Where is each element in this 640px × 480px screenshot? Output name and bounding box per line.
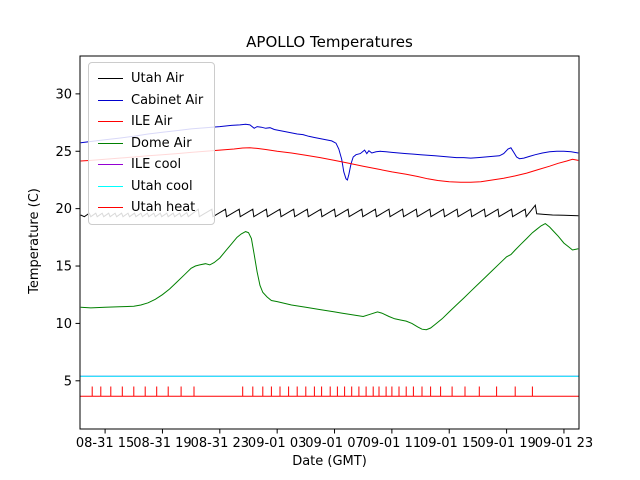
x-tick-label: 09-01 15	[420, 436, 478, 451]
legend-item-dome-air: Dome Air	[98, 133, 203, 155]
y-tick-label: 15	[55, 260, 72, 275]
legend-swatch-utah-air	[98, 78, 123, 80]
legend-label: Utah cool	[131, 178, 193, 194]
legend-label: ILE cool	[131, 157, 182, 173]
x-tick-label: 08-31 19	[133, 436, 191, 451]
x-tick-label: 09-01 11	[363, 436, 421, 451]
x-tick-label: 09-01 19	[477, 436, 535, 451]
legend-label: Utah Air	[131, 71, 184, 87]
legend-item-utah-heat: Utah heat	[98, 197, 203, 219]
chart-title: APOLLO Temperatures	[246, 33, 413, 51]
x-tick-label: 09-01 23	[535, 436, 593, 451]
legend-label: Cabinet Air	[131, 92, 204, 108]
legend-swatch-utah-heat	[98, 207, 123, 209]
y-tick-label: 30	[55, 87, 72, 102]
series-cabinet-air-line	[80, 123, 579, 181]
y-tick-label: 20	[55, 202, 72, 217]
y-tick-label: 5	[64, 374, 72, 389]
y-tick-label: 25	[55, 145, 72, 160]
x-tick-label: 08-31 23	[191, 436, 249, 451]
legend-label: Dome Air	[131, 135, 192, 151]
legend-swatch-ile-cool	[98, 164, 123, 166]
legend-item-utah-cool: Utah cool	[98, 176, 203, 198]
series-utah-heat-line	[80, 386, 579, 397]
legend-item-utah-air: Utah Air	[98, 68, 203, 90]
legend-swatch-dome-air	[98, 142, 123, 144]
legend-swatch-ile-air	[98, 121, 123, 123]
legend-item-cabinet-air: Cabinet Air	[98, 90, 203, 112]
legend-label: ILE Air	[131, 114, 173, 130]
x-axis-label: Date (GMT)	[292, 454, 367, 469]
axes-frame	[79, 55, 580, 430]
legend: Utah Air Cabinet Air ILE Air Dome Air ILE co…	[88, 62, 216, 225]
legend-swatch-utah-cool	[98, 185, 123, 187]
legend-item-ile-air: ILE Air	[98, 111, 203, 133]
x-tick-label: 09-01 07	[305, 436, 363, 451]
y-axis-label: Temperature (C)	[27, 188, 42, 294]
legend-item-ile-cool: ILE cool	[98, 154, 203, 176]
x-tick-label: 09-01 03	[248, 436, 306, 451]
legend-swatch-cabinet-air	[98, 99, 123, 101]
x-tick-label: 08-31 15	[76, 436, 134, 451]
y-tick-label: 10	[55, 317, 72, 332]
legend-label: Utah heat	[131, 200, 196, 216]
series-dome-air-line	[80, 223, 579, 331]
